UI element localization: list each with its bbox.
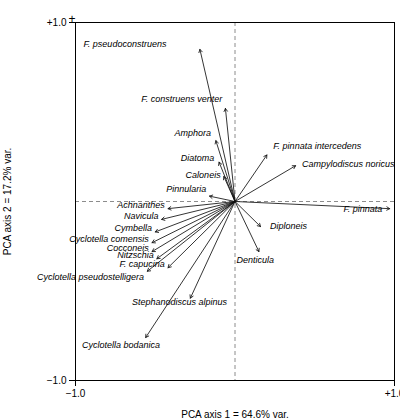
svg-text:Denticula: Denticula [237,255,275,265]
svg-text:Cymbella: Cymbella [115,223,153,233]
svg-text:Amphora: Amphora [174,128,212,138]
svg-text:Diploneis: Diploneis [270,221,308,231]
svg-text:F. capucina: F. capucina [119,259,164,269]
svg-text:−1.0: −1.0 [47,375,67,386]
svg-text:−1.0: −1.0 [66,388,86,399]
svg-text:F. pinnata intercedens: F. pinnata intercedens [273,141,361,151]
svg-text:F. pseudoconstruens: F. pseudoconstruens [84,39,167,49]
svg-text:Nitzschia: Nitzschia [117,250,154,261]
svg-text:Cyclotella bodanica: Cyclotella bodanica [82,340,160,350]
svg-text:Cocconeis: Cocconeis [106,242,149,253]
svg-text:Campylodiscus noricus: Campylodiscus noricus [302,159,395,169]
svg-text:+1.0: +1.0 [385,388,400,399]
svg-text:Achnanthes: Achnanthes [116,200,165,210]
svg-text:+: + [68,12,75,26]
svg-text:Caloneis: Caloneis [186,170,222,180]
svg-text:Stephanodiscus alpinus: Stephanodiscus alpinus [132,297,228,307]
svg-text:Navicula: Navicula [124,211,159,221]
svg-text:Cyclotella comensis: Cyclotella comensis [69,234,149,244]
svg-text:PCA axis 1 = 64.6% var.: PCA axis 1 = 64.6% var. [181,409,289,420]
svg-text:F. construens venter: F. construens venter [141,94,223,104]
svg-text:Pinnularia: Pinnularia [166,184,206,194]
svg-text:+1.0: +1.0 [47,17,67,28]
svg-text:PCA axis 2 = 17.2% var.: PCA axis 2 = 17.2% var. [2,148,13,256]
svg-text:Diatoma: Diatoma [181,153,215,163]
svg-text:Cyclotella pseudostelligera: Cyclotella pseudostelligera [37,272,144,282]
svg-text:F. pinnata: F. pinnata [343,204,382,214]
